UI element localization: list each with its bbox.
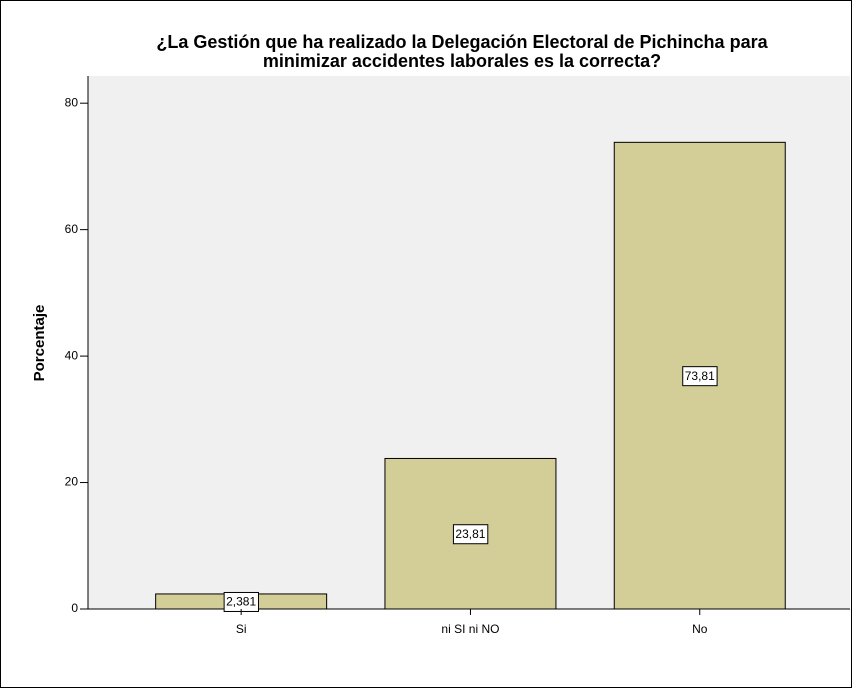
chart-title: ¿La Gestión que ha realizado la Delegaci… [156, 32, 768, 52]
value-label: 2,381 [226, 595, 256, 609]
value-label-box [682, 366, 718, 387]
y-tick-label: 40 [65, 348, 79, 362]
value-label: 73,81 [685, 369, 715, 383]
y-tick-label: 20 [65, 475, 79, 489]
x-tick-label: ni SI ni NO [441, 622, 499, 636]
x-tick-label: No [692, 622, 708, 636]
y-axis-label: Porcentaje [31, 305, 48, 382]
y-tick-label: 80 [65, 95, 79, 109]
chart-subtitle: minimizar accidentes laborales es la cor… [263, 51, 661, 71]
y-tick-label: 60 [65, 222, 79, 236]
value-label-box [452, 524, 489, 545]
x-tick-label: Si [236, 622, 247, 636]
y-tick-label: 0 [71, 601, 78, 615]
value-label: 23,81 [455, 527, 485, 541]
